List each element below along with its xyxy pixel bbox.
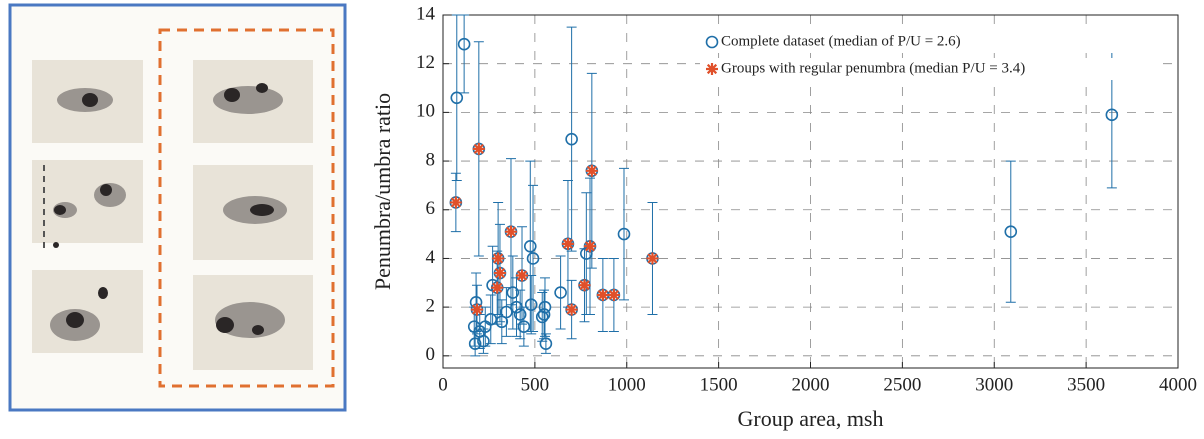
x-tick-label: 2500 <box>883 374 921 395</box>
circle-marker <box>535 310 549 324</box>
legend-marker <box>705 35 719 49</box>
error-bar <box>485 294 496 345</box>
x-tick-label: 3000 <box>975 374 1013 395</box>
error-bar <box>1005 160 1016 303</box>
star-marker <box>472 142 485 155</box>
y-tick-label: 2 <box>426 295 436 316</box>
star-marker <box>585 164 598 177</box>
circle-marker <box>523 239 537 253</box>
error-bar <box>480 306 491 347</box>
dashed-box <box>158 28 335 388</box>
star-marker <box>470 303 483 316</box>
circle-marker <box>457 37 471 51</box>
x-tick-label: 500 <box>521 374 550 395</box>
legend-bg <box>700 58 1162 80</box>
y-tick-label: 4 <box>426 247 436 268</box>
error-bar <box>581 192 592 315</box>
circle-marker <box>537 308 551 321</box>
x-tick-label: 1500 <box>700 374 738 395</box>
y-tick-label: 0 <box>426 344 436 365</box>
error-bar <box>555 255 566 330</box>
circle-marker <box>468 337 482 350</box>
x-axis-label: Group area, msh <box>737 406 883 431</box>
y-tick-label: 8 <box>426 149 436 170</box>
x-tick-label: 1000 <box>608 374 646 395</box>
plot: 0 500 1000 1500 2000 2500 3000 3500 4000 0 2 4 6 8 10 1… <box>370 3 1197 431</box>
circle-marker <box>1004 225 1018 238</box>
circle-marker <box>526 252 540 265</box>
error-bar <box>459 14 470 94</box>
y-tick-label: 14 <box>416 3 436 24</box>
error-bar <box>518 306 529 347</box>
legend-bg <box>700 31 1162 53</box>
x-tick-label: 2000 <box>792 374 830 395</box>
star-marker <box>584 240 596 253</box>
image-panel <box>8 3 347 412</box>
circle-marker <box>517 320 531 333</box>
legend-label: Groups with regular penumbra (median P/U… <box>721 60 1025 76</box>
y-axis-label: Penumbra/umbra ratio <box>370 93 395 290</box>
y-tick-label: 10 <box>416 101 435 122</box>
umbra-blobs <box>53 83 274 335</box>
star-marker <box>607 288 620 301</box>
star-marker <box>565 303 578 316</box>
circle-marker <box>580 247 593 260</box>
circle-marker <box>1105 108 1119 122</box>
x-tick-label: 0 <box>438 374 448 395</box>
star-marker <box>561 237 574 250</box>
circle-marker <box>617 227 631 241</box>
star-marker <box>646 252 659 265</box>
star-marker <box>449 196 462 209</box>
error-bar <box>525 160 536 332</box>
circle-marker <box>506 286 520 299</box>
y-tick-label: 6 <box>426 198 436 219</box>
circle-marker <box>477 334 490 348</box>
star-marker <box>491 281 504 294</box>
star-marker <box>493 267 506 280</box>
error-bar <box>539 277 550 337</box>
x-tick-label: 3500 <box>1067 374 1105 395</box>
legend-label: Complete dataset (median of P/U = 2.6) <box>721 33 961 49</box>
circle-marker <box>524 298 538 312</box>
circle-marker <box>539 337 553 350</box>
circle-marker <box>565 132 578 146</box>
legend-marker <box>706 63 718 75</box>
circle-marker <box>450 91 464 105</box>
star-marker <box>578 279 591 292</box>
star-marker <box>492 252 505 265</box>
axes-frame <box>442 14 1179 369</box>
y-tick-label: 12 <box>416 52 435 73</box>
error-bar <box>537 292 548 342</box>
x-tick-label: 4000 <box>1159 374 1197 395</box>
star-marker <box>596 288 609 301</box>
circle-marker <box>500 305 513 319</box>
star-marker <box>504 225 517 238</box>
error-bar <box>618 167 629 301</box>
circle-marker <box>513 308 527 321</box>
circle-marker <box>554 286 567 299</box>
star-marker <box>516 269 529 282</box>
error-bar <box>528 184 539 332</box>
